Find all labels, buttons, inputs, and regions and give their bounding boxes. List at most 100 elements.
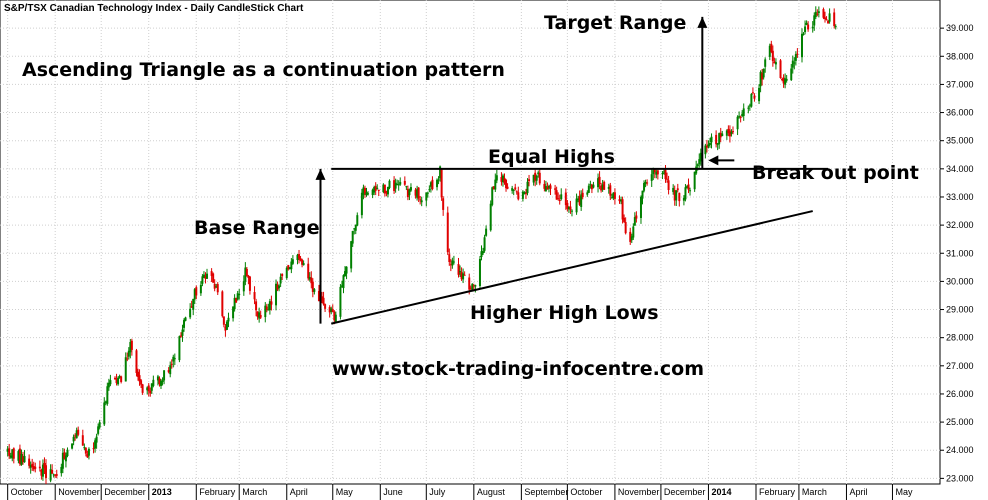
candle-body	[363, 188, 366, 194]
candle-body	[296, 254, 299, 261]
candle-body	[160, 380, 163, 386]
candle-body	[431, 179, 434, 190]
candle-body	[505, 179, 508, 189]
candle-body	[586, 192, 589, 195]
candle-body	[376, 187, 379, 189]
candle-body	[790, 68, 793, 81]
candle-body	[828, 13, 831, 22]
candle-body	[730, 132, 733, 134]
candle-body	[436, 179, 439, 188]
candle-body	[350, 241, 353, 269]
candle-body	[506, 186, 509, 189]
candle-body	[313, 289, 316, 292]
candle-body	[827, 20, 830, 24]
candle-body	[501, 175, 504, 183]
candle-body	[268, 301, 271, 311]
candle-body	[236, 293, 239, 300]
y-tick-label: 26.000	[946, 389, 974, 399]
x-tick-label: March	[242, 487, 267, 497]
candle-body	[204, 275, 207, 279]
candle-body	[633, 217, 636, 226]
candle-body	[141, 384, 144, 393]
candle-body	[32, 465, 35, 470]
y-tick-label: 28.000	[946, 333, 974, 343]
candle-body	[147, 385, 150, 392]
candle-body	[31, 463, 34, 468]
candle-body	[678, 192, 681, 202]
candle-body	[183, 320, 186, 328]
candle-body	[699, 152, 702, 162]
x-tick-label: September	[524, 487, 568, 497]
candle-body	[317, 291, 320, 302]
candle-body	[725, 130, 728, 136]
candle-body	[685, 186, 688, 188]
candle-body	[495, 175, 498, 181]
candle-body	[620, 199, 623, 202]
candle-body	[577, 198, 580, 201]
candle-body	[823, 17, 826, 19]
candles	[6, 6, 837, 484]
y-tick-label: 37.000	[946, 79, 974, 89]
x-tick-label: February	[759, 487, 796, 497]
candle-body	[190, 306, 193, 308]
candle-body	[514, 187, 517, 190]
candle-body	[612, 192, 615, 199]
candle-body	[764, 59, 767, 67]
candle-body	[322, 297, 325, 305]
candle-body	[782, 77, 785, 84]
candle-body	[816, 13, 819, 15]
candle-body	[451, 260, 454, 266]
candle-body	[152, 379, 155, 386]
candle-body	[43, 462, 46, 469]
candle-body	[184, 317, 187, 321]
x-tick-label: October	[570, 487, 602, 497]
candle-body	[417, 187, 420, 199]
x-tick-label: May	[336, 487, 354, 497]
candle-body	[127, 350, 130, 357]
candle-body	[193, 289, 196, 300]
candle-body	[759, 72, 762, 87]
candle-body	[324, 304, 327, 309]
candle-body	[761, 73, 764, 80]
candle-body	[728, 130, 731, 137]
candle-body	[258, 312, 261, 319]
arrow-head	[315, 168, 326, 180]
annotation-target-range: Target Range	[544, 12, 686, 34]
candle-body	[781, 79, 784, 81]
x-tick-label: August	[477, 487, 506, 497]
candle-body	[212, 273, 215, 283]
candle-body	[449, 264, 452, 266]
y-tick-label: 29.000	[946, 305, 974, 315]
candle-body	[538, 172, 541, 184]
candle-body	[758, 87, 761, 102]
candle-body	[419, 199, 422, 201]
candle-body	[575, 198, 578, 213]
candle-body	[406, 188, 409, 198]
candle-body	[834, 26, 837, 28]
candle-body	[494, 179, 497, 190]
candle-body	[393, 180, 396, 191]
candle-body	[9, 455, 12, 458]
y-tick-label: 36.000	[946, 108, 974, 118]
candle-body	[403, 180, 406, 185]
candle-body	[365, 192, 368, 196]
candle-body	[800, 33, 803, 58]
candle-body	[137, 371, 140, 377]
y-tick-label: 24.000	[946, 445, 974, 455]
candle-body	[150, 383, 153, 391]
support-line	[330, 210, 813, 325]
candle-body	[629, 231, 632, 242]
candle-body	[311, 281, 314, 292]
y-tick-label: 27.000	[946, 361, 974, 371]
candle-body	[41, 464, 44, 477]
candle-body	[140, 380, 143, 385]
candle-body	[307, 263, 310, 279]
candle-body	[425, 192, 428, 201]
candle-body	[471, 283, 474, 291]
candle-body	[104, 401, 107, 403]
candle-body	[652, 170, 655, 175]
candle-body	[124, 357, 127, 382]
candle-body	[75, 430, 78, 439]
candle-body	[267, 309, 270, 311]
candle-body	[825, 19, 828, 21]
